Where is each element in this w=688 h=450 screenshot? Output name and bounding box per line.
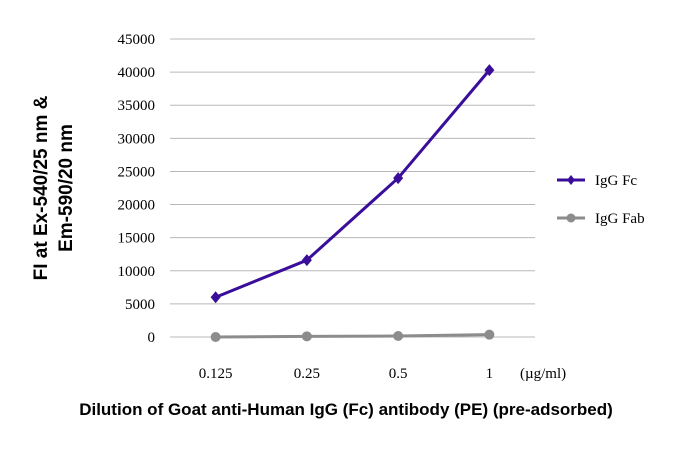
data-point [393, 172, 404, 185]
x-tick-label: 0.5 [389, 366, 408, 382]
x-tick-label: 0.25 [294, 366, 320, 382]
data-point [210, 332, 221, 342]
series-layer [210, 64, 495, 342]
y-tick-label: 20000 [118, 198, 156, 214]
y-axis-title-line-2: Em-590/20 nm [56, 124, 77, 252]
series-line-1 [215, 333, 490, 339]
x-tick-label: 1 [486, 366, 494, 382]
y-tick-label: 0 [148, 330, 156, 346]
x-tick-labels: 0.125 0.25 0.5 1 [199, 366, 493, 382]
y-tick-label: 5000 [125, 297, 155, 313]
x-tick-label: 0.125 [199, 366, 233, 382]
y-tick-label: 15000 [118, 231, 156, 247]
data-point [210, 291, 221, 304]
data-point [484, 329, 495, 340]
data-point [393, 331, 404, 342]
gridlines [170, 38, 535, 338]
y-axis-title: FI at Ex-540/25 nm & Em-590/20 nm [31, 95, 77, 280]
legend-marker-0 [567, 175, 575, 185]
y-tick-label: 45000 [118, 32, 156, 48]
y-tick-label: 40000 [118, 65, 156, 81]
y-tick-label: 10000 [118, 264, 156, 280]
y-tick-label: 35000 [118, 98, 156, 114]
data-point [301, 254, 312, 267]
y-tick-labels: 0 5000 10000 15000 20000 25000 30000 35000 40000… [118, 32, 156, 346]
series-line-0 [215, 69, 491, 299]
legend-label-0: IgG Fc [595, 173, 637, 189]
legend: IgG Fc IgG Fab [557, 173, 645, 227]
x-axis-title: Dilution of Goat anti-Human IgG (Fc) ant… [79, 400, 613, 419]
data-point [301, 331, 312, 342]
data-point [484, 64, 495, 77]
y-tick-label: 25000 [118, 164, 156, 180]
legend-marker-1 [566, 213, 576, 223]
x-unit-label: (µg/ml) [520, 366, 566, 382]
legend-label-1: IgG Fab [595, 211, 645, 227]
y-axis-title-line-1: FI at Ex-540/25 nm & [31, 95, 52, 280]
y-tick-label: 30000 [118, 131, 156, 147]
